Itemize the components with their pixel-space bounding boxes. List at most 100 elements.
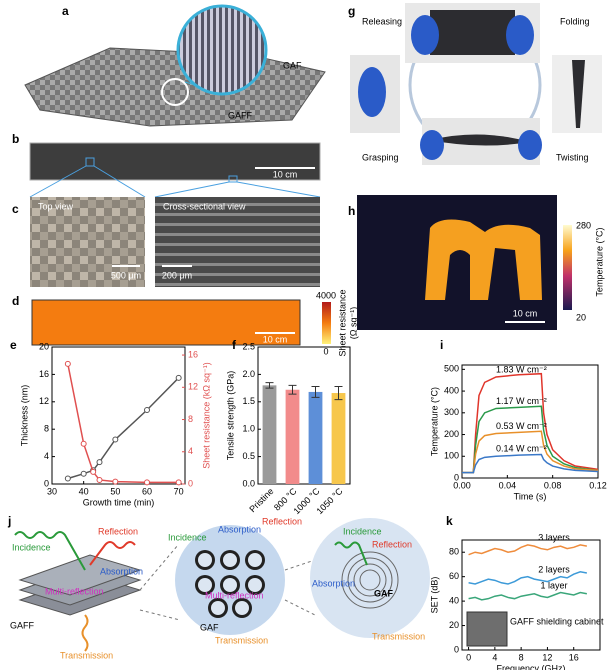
y-tick-label: 2.0 xyxy=(242,369,255,379)
caption: Cross-sectional view xyxy=(163,201,246,211)
fabric xyxy=(430,134,530,146)
scale-label: 10 cm xyxy=(273,169,298,179)
x-axis-label: Time (s) xyxy=(514,491,547,501)
inset-photo xyxy=(466,611,508,647)
panel-label: h xyxy=(348,204,355,218)
x-tick-label: 0.00 xyxy=(453,480,471,490)
label: GAF xyxy=(200,622,219,632)
heated-fabric xyxy=(425,219,542,300)
glove xyxy=(358,67,386,117)
error-bar xyxy=(311,385,320,398)
y-tick-label: 400 xyxy=(444,385,459,395)
marker xyxy=(90,468,97,475)
label: GAFF xyxy=(10,620,35,630)
panel-label: c xyxy=(12,202,19,216)
fabric-illustration xyxy=(24,47,326,127)
plot-frame xyxy=(257,346,351,485)
x-tick-label: 60 xyxy=(142,486,152,496)
panel-label: g xyxy=(348,4,355,18)
panel-label: j xyxy=(7,514,11,528)
y-axis-label: Thickness (nm) xyxy=(19,385,29,447)
label: Incidence xyxy=(168,532,207,542)
x-tick-label: 40 xyxy=(79,486,89,496)
panel-label: b xyxy=(12,132,19,146)
series-line xyxy=(67,363,179,484)
label: Multi-reflection xyxy=(205,590,264,600)
y-axis-label: Tensile strength (GPa) xyxy=(225,371,235,461)
colorbar-min: 20 xyxy=(576,312,586,322)
y-tick-label: 100 xyxy=(444,451,459,461)
zoom-lines xyxy=(29,165,321,198)
label: GAF xyxy=(374,588,394,598)
marker xyxy=(112,436,119,443)
colorbar-label: (Ω sq⁻¹) xyxy=(348,307,358,339)
y2-tick-label: 8 xyxy=(188,414,193,424)
scale-label: 10 cm xyxy=(263,334,288,344)
y2-tick-label: 0 xyxy=(188,478,193,488)
shielding-diagram xyxy=(14,518,430,652)
scale-label: 10 cm xyxy=(513,308,538,318)
colorbar-min: 0 xyxy=(323,346,328,356)
zoom-marker xyxy=(161,78,189,106)
x-axis-label: Frequency (GHz) xyxy=(496,663,565,670)
label: GAFF xyxy=(228,110,253,120)
y-tick-label: 0 xyxy=(454,472,459,482)
label: Twisting xyxy=(556,152,589,162)
colorbar-label: Sheet resistance xyxy=(337,289,347,356)
y-tick-label: 40 xyxy=(449,595,459,605)
panel-label: f xyxy=(232,338,237,352)
bar xyxy=(262,385,277,484)
marker xyxy=(144,479,150,486)
error-bar xyxy=(265,382,274,389)
series-label: 1.83 W cm⁻² xyxy=(496,364,547,374)
plot-frame xyxy=(461,364,599,479)
series-line xyxy=(468,591,587,601)
panel-label: a xyxy=(62,4,69,18)
label: Transmission xyxy=(372,631,425,641)
series-line xyxy=(462,453,599,474)
colorbar xyxy=(563,225,572,310)
x-tick-label: 30 xyxy=(47,486,57,496)
colorbar xyxy=(322,302,331,344)
zoom-marker xyxy=(85,157,95,167)
label: Absorption xyxy=(312,578,355,588)
x-tick-label: 0.04 xyxy=(499,480,517,490)
x-tick-label: 0.08 xyxy=(544,480,562,490)
y-tick-label: 300 xyxy=(444,407,459,417)
y-tick-label: 20 xyxy=(39,341,49,351)
label: GAF xyxy=(283,60,302,70)
plot-frame xyxy=(51,346,186,485)
x-tick-label: Pristine xyxy=(247,486,275,514)
series-line xyxy=(468,571,587,585)
annotation: GAFF shielding cabinet xyxy=(510,616,604,626)
label: Incidence xyxy=(12,542,51,552)
glove xyxy=(506,15,534,55)
y-tick-label: 60 xyxy=(449,571,459,581)
series-line xyxy=(462,430,599,474)
label: Reflection xyxy=(372,539,412,549)
x-tick-label: 12 xyxy=(542,652,552,662)
x-tick-label: 16 xyxy=(569,652,579,662)
y-tick-label: 12 xyxy=(39,396,49,406)
fabric xyxy=(430,10,515,55)
marker xyxy=(64,475,71,482)
series-line xyxy=(67,377,180,480)
label: Reflection xyxy=(262,516,302,526)
label: Grasping xyxy=(362,152,399,162)
panel-label: k xyxy=(446,514,453,528)
y-tick-label: 500 xyxy=(444,364,459,374)
error-bar xyxy=(288,384,297,395)
y-tick-label: 80 xyxy=(449,547,459,557)
series-line xyxy=(468,544,587,556)
label: Absorption xyxy=(100,566,143,576)
zoom-marker xyxy=(228,175,238,183)
label: Absorption xyxy=(218,524,261,534)
y-tick-label: 20 xyxy=(449,620,459,630)
y2-tick-label: 4 xyxy=(188,446,193,456)
scale-label: 200 μm xyxy=(162,270,192,280)
y-tick-label: 8 xyxy=(44,424,49,434)
scale-label: 500 μm xyxy=(111,270,141,280)
y2-tick-label: 12 xyxy=(188,382,198,392)
caption: Top view xyxy=(38,201,74,211)
